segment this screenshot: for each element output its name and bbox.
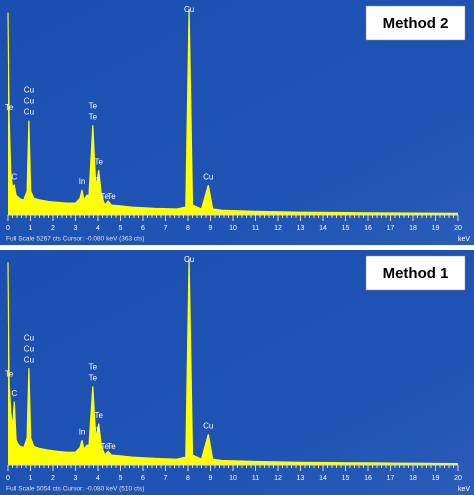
x-tick-label: 0 [6, 225, 10, 232]
peak-label: Te [89, 101, 98, 110]
x-tick-label: 4 [96, 225, 100, 232]
x-tick-label: 11 [252, 475, 259, 482]
x-tick-label: 16 [364, 225, 372, 232]
x-tick-label: 15 [342, 475, 350, 482]
x-tick-label: 8 [186, 475, 190, 482]
peak-label: Te [89, 112, 98, 121]
peak-label: Te [94, 157, 103, 166]
x-tick-label: 4 [96, 475, 100, 482]
x-axis-label: keV [458, 236, 470, 243]
x-tick-label: 18 [409, 225, 417, 232]
peak-label: Cu [24, 97, 34, 106]
x-tick-label: 6 [141, 475, 145, 482]
x-tick-label: 13 [297, 225, 305, 232]
x-tick-label: 18 [409, 475, 417, 482]
chart-title: Method 2 [383, 15, 449, 32]
x-tick-label: 20 [454, 475, 462, 482]
peak-label: Te [107, 192, 116, 201]
peak-label: Te [94, 411, 103, 420]
x-axis-label: keV [458, 486, 470, 493]
x-tick-label: 20 [454, 225, 462, 232]
x-tick-label: 1 [29, 225, 33, 232]
x-tick-label: 9 [209, 225, 213, 232]
peak-label: Cu [24, 333, 34, 342]
method-box [365, 5, 466, 41]
x-tick-label: 11 [252, 225, 259, 232]
x-tick-label: 12 [274, 225, 282, 232]
x-tick-label: 17 [387, 475, 395, 482]
x-tick-label: 3 [74, 475, 78, 482]
peak-label: C [11, 389, 17, 398]
x-tick-label: 5 [119, 475, 123, 482]
peak-label: Cu [24, 86, 34, 95]
x-tick-label: 2 [51, 225, 55, 232]
peak-label: In [92, 174, 99, 183]
x-tick-label: 15 [342, 225, 350, 232]
x-tick-label: 5 [119, 225, 123, 232]
peak-label: Cu [184, 255, 194, 264]
x-tick-label: 1 [29, 475, 33, 482]
peak-label: Te [101, 442, 110, 451]
peak-label: Cu [24, 108, 34, 117]
peak-label: Cu [203, 422, 213, 431]
spectrum-line [7, 258, 459, 465]
chart-title: Method 1 [383, 265, 449, 282]
x-tick-label: 10 [229, 225, 237, 232]
x-tick-label: 3 [74, 225, 78, 232]
method-box [365, 255, 466, 291]
x-tick-label: 9 [209, 475, 213, 482]
peak-label: In [79, 177, 86, 186]
x-tick-label: 10 [229, 475, 237, 482]
x-tick-label: 13 [297, 475, 305, 482]
x-tick-label: 19 [432, 475, 440, 482]
peak-label: C [11, 172, 17, 181]
peak-label: Te [101, 192, 110, 201]
x-tick-label: 14 [319, 225, 327, 232]
peak-label: In [92, 425, 99, 434]
x-tick-label: 14 [319, 475, 327, 482]
peak-label: Te [107, 442, 116, 451]
footer: Full Scale 5267 cts Cursor: -0.080 keV (… [6, 236, 144, 243]
peak-label: Te [89, 363, 98, 372]
peak-label: Te [5, 369, 14, 378]
x-tick-label: 12 [274, 475, 282, 482]
x-tick-label: 7 [164, 225, 168, 232]
footer: Full Scale 5054 cts Cursor: -0.080 keV (… [6, 486, 144, 493]
peak-label: In [79, 427, 86, 436]
x-tick-label: 6 [141, 225, 145, 232]
spectrum-line [7, 8, 459, 214]
x-tick-label: 19 [432, 225, 440, 232]
x-tick-label: 7 [164, 475, 168, 482]
x-tick-label: 0 [6, 475, 10, 482]
x-tick-label: 16 [364, 475, 372, 482]
peak-label: Cu [184, 5, 194, 14]
x-tick-label: 2 [51, 475, 55, 482]
peak-label: Cu [203, 172, 213, 181]
peak-label: Cu [24, 355, 34, 364]
peak-label: Te [89, 374, 98, 383]
x-tick-label: 17 [387, 225, 395, 232]
x-tick-label: 8 [186, 225, 190, 232]
peak-label: Te [5, 103, 14, 112]
peak-label: Cu [24, 344, 34, 353]
